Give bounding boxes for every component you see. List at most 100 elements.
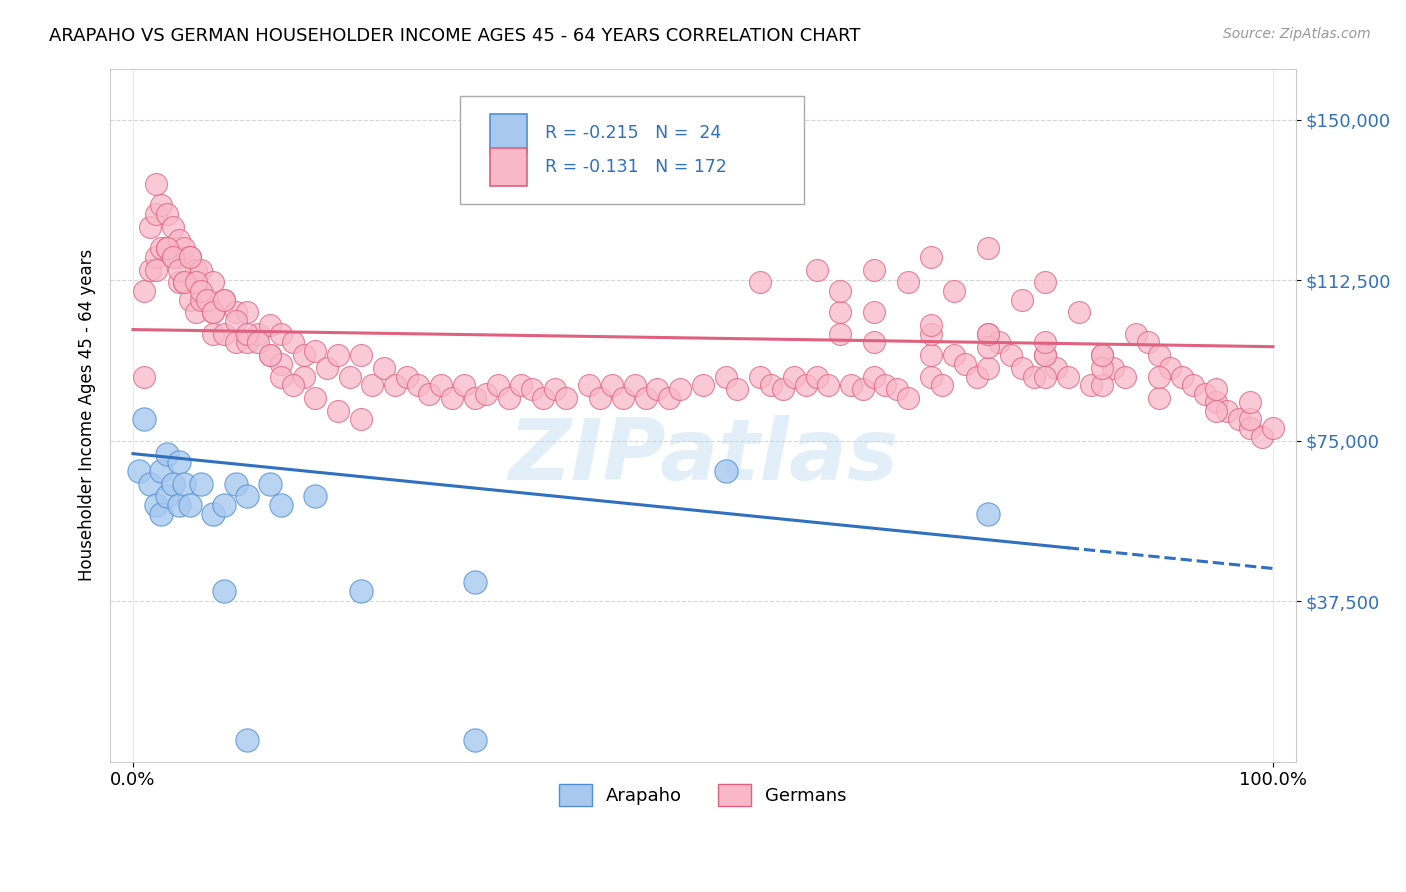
Point bbox=[977, 241, 1000, 255]
Point bbox=[600, 378, 623, 392]
Point bbox=[304, 490, 326, 504]
Point bbox=[225, 335, 247, 350]
Point bbox=[184, 262, 207, 277]
Point bbox=[292, 348, 315, 362]
Point bbox=[212, 293, 235, 307]
Point bbox=[1227, 412, 1250, 426]
Point bbox=[145, 262, 167, 277]
Point bbox=[966, 369, 988, 384]
Point bbox=[328, 348, 350, 362]
Point bbox=[1239, 395, 1261, 409]
Point bbox=[977, 326, 1000, 341]
Point bbox=[1091, 348, 1114, 362]
Point bbox=[1205, 395, 1227, 409]
Point bbox=[555, 391, 578, 405]
Point bbox=[212, 293, 235, 307]
Point bbox=[418, 386, 440, 401]
Point bbox=[1250, 429, 1272, 443]
Point bbox=[173, 276, 195, 290]
Point bbox=[384, 378, 406, 392]
Point bbox=[714, 369, 737, 384]
Point bbox=[1194, 386, 1216, 401]
Point bbox=[270, 357, 292, 371]
Point bbox=[1033, 335, 1056, 350]
Point bbox=[259, 476, 281, 491]
Point bbox=[395, 369, 418, 384]
Point bbox=[429, 378, 451, 392]
Point bbox=[173, 241, 195, 255]
Point bbox=[190, 293, 212, 307]
Point bbox=[920, 369, 942, 384]
Point bbox=[162, 219, 184, 234]
Point bbox=[1261, 421, 1284, 435]
Point bbox=[190, 284, 212, 298]
Point bbox=[1022, 369, 1045, 384]
Point bbox=[1102, 361, 1125, 376]
Point bbox=[623, 378, 645, 392]
Point bbox=[1216, 404, 1239, 418]
Point bbox=[761, 378, 783, 392]
Text: R = -0.215   N =  24: R = -0.215 N = 24 bbox=[546, 124, 721, 142]
Point bbox=[828, 284, 851, 298]
Point bbox=[167, 455, 190, 469]
Point bbox=[270, 369, 292, 384]
Point bbox=[486, 378, 509, 392]
Point bbox=[292, 369, 315, 384]
Point bbox=[236, 733, 259, 747]
Point bbox=[281, 335, 304, 350]
Point bbox=[373, 361, 395, 376]
Point bbox=[167, 262, 190, 277]
Y-axis label: Householder Income Ages 45 - 64 years: Householder Income Ages 45 - 64 years bbox=[79, 249, 96, 582]
Point bbox=[1171, 369, 1194, 384]
Point bbox=[863, 369, 886, 384]
Point bbox=[1011, 361, 1033, 376]
Point bbox=[315, 361, 337, 376]
Point bbox=[145, 177, 167, 191]
Point bbox=[139, 219, 162, 234]
Point bbox=[201, 326, 224, 341]
Point bbox=[139, 476, 162, 491]
Point bbox=[1091, 378, 1114, 392]
Point bbox=[167, 498, 190, 512]
Point bbox=[794, 378, 817, 392]
Point bbox=[1033, 369, 1056, 384]
Point bbox=[806, 369, 828, 384]
Point bbox=[1205, 383, 1227, 397]
Point bbox=[828, 326, 851, 341]
Point bbox=[150, 198, 173, 212]
Point bbox=[156, 207, 179, 221]
Point bbox=[783, 369, 806, 384]
Point bbox=[270, 498, 292, 512]
Point bbox=[270, 326, 292, 341]
Point bbox=[749, 276, 772, 290]
Point bbox=[361, 378, 384, 392]
Point bbox=[259, 318, 281, 333]
Point bbox=[1159, 361, 1181, 376]
Point bbox=[225, 305, 247, 319]
Point bbox=[145, 207, 167, 221]
Point bbox=[225, 476, 247, 491]
Point bbox=[167, 250, 190, 264]
Point bbox=[350, 583, 373, 598]
Point bbox=[201, 305, 224, 319]
Point bbox=[1147, 369, 1170, 384]
Point bbox=[179, 250, 201, 264]
Point bbox=[179, 498, 201, 512]
Point bbox=[1136, 335, 1159, 350]
Point bbox=[150, 507, 173, 521]
Point bbox=[749, 369, 772, 384]
Point bbox=[453, 378, 475, 392]
Point bbox=[145, 498, 167, 512]
Point bbox=[714, 464, 737, 478]
Text: Source: ZipAtlas.com: Source: ZipAtlas.com bbox=[1223, 27, 1371, 41]
Point bbox=[139, 262, 162, 277]
Point bbox=[201, 276, 224, 290]
Point bbox=[179, 250, 201, 264]
Point bbox=[259, 348, 281, 362]
Point bbox=[977, 340, 1000, 354]
Point bbox=[897, 391, 920, 405]
Point bbox=[247, 335, 270, 350]
Point bbox=[281, 378, 304, 392]
Point bbox=[1239, 412, 1261, 426]
Point bbox=[1056, 369, 1078, 384]
